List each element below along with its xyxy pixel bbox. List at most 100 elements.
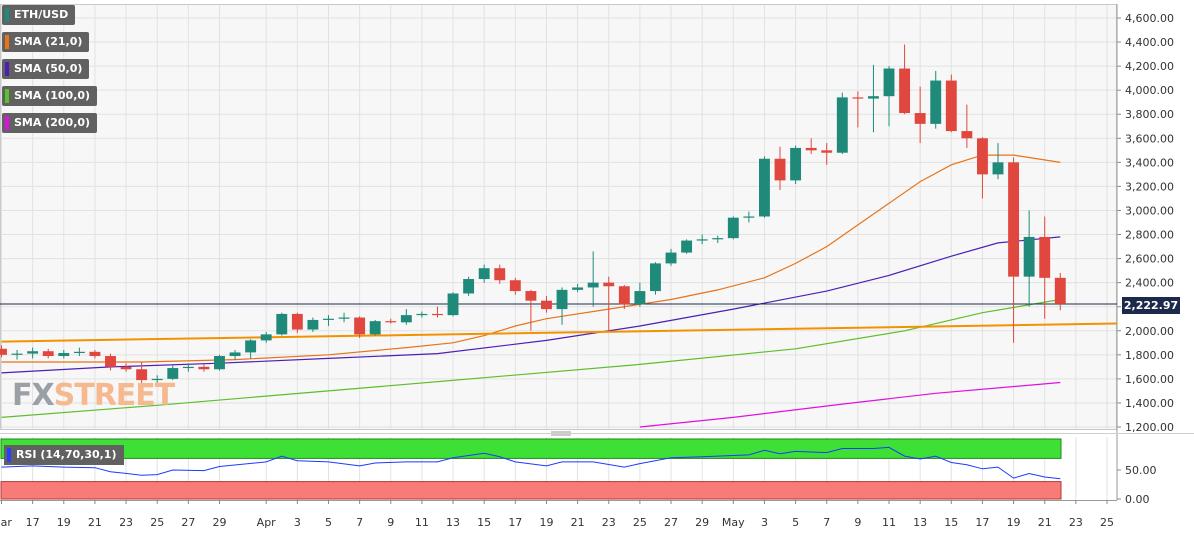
x-tick-label-24: 3 bbox=[761, 516, 768, 529]
candle-body-2 bbox=[27, 351, 39, 354]
candle-body-9 bbox=[136, 369, 148, 381]
price-tick-label-10: 3,200.00 bbox=[1125, 180, 1174, 193]
price-tick-label-7: 2,600.00 bbox=[1125, 253, 1174, 266]
x-tick-label-6: 27 bbox=[181, 516, 195, 529]
x-tick-label-12: 9 bbox=[387, 516, 394, 529]
x-tick-label-1: 17 bbox=[26, 516, 40, 529]
legend-sma21[interactable]: SMA (21,0) bbox=[2, 32, 90, 52]
x-tick-label-0: Mar bbox=[0, 516, 12, 529]
x-tick-label-31: 17 bbox=[975, 516, 989, 529]
candle-body-17 bbox=[260, 334, 272, 341]
rsi-tick-label-1: 0.00 bbox=[1125, 493, 1150, 506]
candle-body-45 bbox=[696, 239, 708, 241]
legend-sma50-swatch bbox=[5, 62, 9, 76]
x-tick-label-16: 17 bbox=[508, 516, 522, 529]
x-tick-label-27: 9 bbox=[854, 516, 861, 529]
candle-body-12 bbox=[182, 366, 194, 369]
price-tick-label-9: 3,000.00 bbox=[1125, 204, 1174, 217]
candle-body-63 bbox=[976, 138, 988, 175]
candle-body-30 bbox=[463, 279, 475, 294]
x-tick-label-19: 23 bbox=[602, 516, 616, 529]
candle-body-6 bbox=[89, 351, 101, 357]
candle-body-40 bbox=[618, 286, 630, 305]
rsi-legend-label: RSI (14,70,30,1) bbox=[16, 448, 117, 461]
x-tick-label-11: 7 bbox=[356, 516, 363, 529]
legend-sma100-label: SMA (100,0) bbox=[14, 89, 91, 102]
x-tick-label-17: 19 bbox=[539, 516, 553, 529]
x-tick-label-30: 15 bbox=[944, 516, 958, 529]
candle-body-3 bbox=[42, 351, 54, 357]
rsi-line bbox=[1, 446, 1061, 480]
rsi-oversold-zone bbox=[0, 481, 1062, 500]
legend-sma200-swatch bbox=[5, 116, 9, 130]
candle-body-14 bbox=[214, 356, 225, 370]
candle-body-64 bbox=[992, 162, 1004, 175]
candle-body-26 bbox=[400, 315, 412, 323]
candle-body-20 bbox=[307, 319, 319, 330]
legend-sma100-swatch bbox=[5, 89, 9, 103]
candle-body-29 bbox=[447, 293, 459, 316]
candle-body-25 bbox=[385, 321, 397, 323]
candle-body-56 bbox=[867, 96, 879, 99]
legend-sma50[interactable]: SMA (50,0) bbox=[2, 59, 90, 79]
x-tick-label-8: Apr bbox=[257, 516, 277, 529]
candle-body-19 bbox=[291, 313, 303, 330]
price-tick-label-0: 1,200.00 bbox=[1125, 421, 1174, 434]
candle-body-24 bbox=[369, 321, 381, 335]
price-tick-label-16: 4,400.00 bbox=[1125, 36, 1174, 49]
x-tick-label-18: 21 bbox=[571, 516, 585, 529]
x-tick-label-22: 29 bbox=[695, 516, 709, 529]
x-tick-label-35: 25 bbox=[1100, 516, 1114, 529]
candle-body-54 bbox=[836, 97, 848, 153]
x-tick-label-28: 11 bbox=[882, 516, 896, 529]
legend-sma100[interactable]: SMA (100,0) bbox=[2, 86, 98, 106]
candle-body-53 bbox=[821, 150, 833, 153]
candle-body-52 bbox=[805, 147, 817, 151]
rsi-overbought-zone bbox=[0, 438, 1062, 459]
sma-line-3 bbox=[639, 381, 1061, 428]
legend-sma200[interactable]: SMA (200,0) bbox=[2, 113, 98, 133]
candle-body-11 bbox=[167, 368, 179, 379]
rsi-legend[interactable]: RSI (14,70,30,1) bbox=[4, 445, 125, 465]
candle-body-5 bbox=[73, 351, 85, 354]
legend-sma50-label: SMA (50,0) bbox=[14, 62, 83, 75]
rsi-tick-label-0: 50.00 bbox=[1125, 464, 1157, 477]
candle-body-37 bbox=[572, 287, 584, 290]
legend-sma21-swatch bbox=[5, 35, 9, 49]
x-tick-label-10: 5 bbox=[325, 516, 332, 529]
x-tick-label-23: May bbox=[722, 516, 745, 529]
legend-ethusd-swatch bbox=[5, 8, 9, 22]
price-tick-label-4: 2,000.00 bbox=[1125, 325, 1174, 338]
candle-body-23 bbox=[354, 317, 366, 335]
candle-body-8 bbox=[120, 366, 132, 370]
candle-body-48 bbox=[743, 216, 755, 218]
sma-line-2 bbox=[1, 298, 1061, 418]
legend-ethusd-label: ETH/USD bbox=[14, 8, 69, 21]
candle-body-35 bbox=[541, 300, 552, 310]
candle-body-7 bbox=[105, 356, 116, 367]
candle-body-62 bbox=[961, 131, 973, 139]
price-tick-label-15: 4,200.00 bbox=[1125, 60, 1174, 73]
candle-body-4 bbox=[58, 353, 70, 357]
candle-body-61 bbox=[945, 80, 957, 132]
candle-body-46 bbox=[712, 238, 724, 240]
price-tick-label-1: 1,400.00 bbox=[1125, 397, 1174, 410]
x-tick-label-5: 25 bbox=[150, 516, 164, 529]
candle-body-51 bbox=[790, 147, 802, 181]
price-tick-label-6: 2,400.00 bbox=[1125, 277, 1174, 290]
candle-body-43 bbox=[665, 252, 677, 264]
sma-line-0 bbox=[1, 154, 1061, 363]
candle-body-44 bbox=[681, 240, 693, 253]
price-tick-label-8: 2,800.00 bbox=[1125, 229, 1174, 242]
candle-body-33 bbox=[509, 280, 521, 292]
legend-sma21-label: SMA (21,0) bbox=[14, 35, 83, 48]
candle-body-58 bbox=[899, 68, 911, 114]
x-tick-label-34: 23 bbox=[1069, 516, 1083, 529]
legend-ethusd[interactable]: ETH/USD bbox=[2, 5, 76, 25]
x-tick-label-29: 13 bbox=[913, 516, 927, 529]
candle-body-22 bbox=[338, 317, 350, 319]
trendline bbox=[1, 322, 1118, 343]
x-tick-label-14: 13 bbox=[446, 516, 460, 529]
price-plot-area bbox=[0, 4, 1117, 430]
